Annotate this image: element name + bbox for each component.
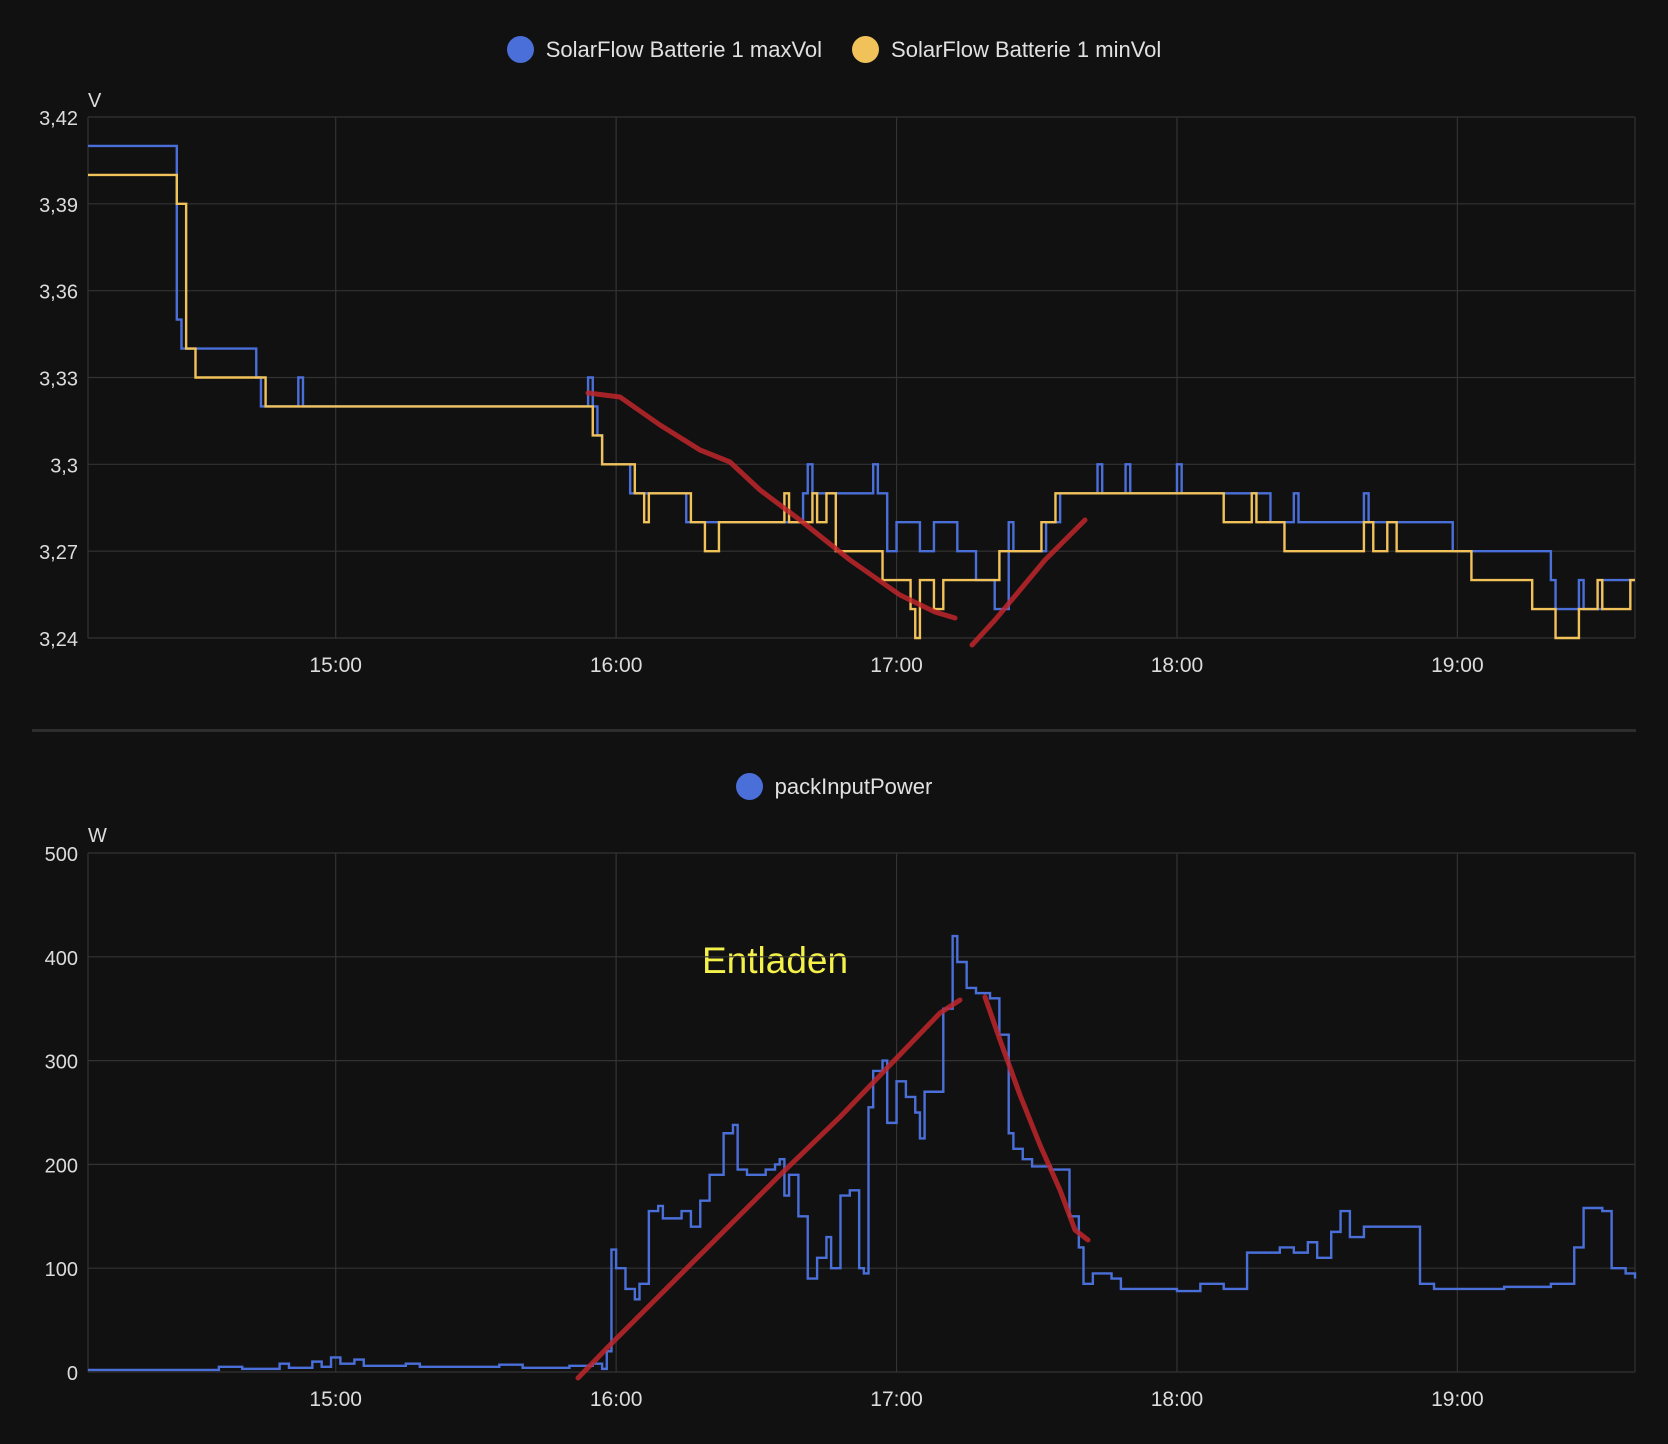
y-tick-label: 3,33 (39, 369, 78, 391)
y-tick-label: 300 (45, 1052, 78, 1074)
power-unit-label: W (88, 825, 107, 847)
x-tick-label: 17:00 (870, 1388, 923, 1411)
x-tick-label: 16:00 (590, 1388, 643, 1411)
red-marker-stroke (969, 517, 1088, 648)
voltage-unit-label: V (88, 90, 102, 112)
x-tick-label: 18:00 (1151, 1388, 1204, 1411)
legend-item-maxvol[interactable]: SolarFlow Batterie 1 maxVol (506, 36, 823, 63)
y-tick-label: 3,24 (39, 629, 78, 651)
annotation-entladen: Entladen (702, 940, 849, 981)
y-tick-label: 400 (45, 948, 78, 970)
y-tick-label: 3,36 (39, 282, 78, 304)
legend-dot-packinputpower-icon (735, 773, 763, 800)
x-tick-label: 15:00 (309, 1388, 362, 1411)
x-tick-label: 15:00 (309, 654, 362, 677)
legend-label-maxvol: SolarFlow Batterie 1 maxVol (545, 36, 823, 62)
red-marker-stroke (982, 994, 1091, 1243)
x-tick-label: 17:00 (870, 654, 923, 677)
legend-dot-minvol-icon (852, 36, 880, 63)
legend-label-packinputpower: packInputPower (774, 773, 933, 799)
power-chart: packInputPower W Entladen 0 100 200 300 400 5… (0, 735, 1668, 1444)
voltage-legend: SolarFlow Batterie 1 maxVol SolarFlow Ba… (0, 36, 1668, 63)
y-tick-label: 200 (45, 1155, 78, 1177)
legend-label-minvol: SolarFlow Batterie 1 minVol (891, 36, 1162, 62)
legend-item-minvol[interactable]: SolarFlow Batterie 1 minVol (852, 36, 1161, 63)
y-tick-label: 3,42 (39, 108, 78, 130)
y-tick-label: 0 (67, 1363, 78, 1385)
series-line-packinputpower[interactable] (88, 934, 1637, 1372)
power-legend: packInputPower (0, 773, 1668, 800)
red-marker-stroke (585, 390, 958, 621)
y-tick-label: 100 (45, 1259, 78, 1281)
x-tick-label: 18:00 (1151, 654, 1204, 677)
red-marker-stroke (575, 997, 963, 1381)
series-line-solarflow-batterie-1-minvol[interactable] (88, 173, 1635, 640)
y-tick-label: 500 (45, 844, 78, 866)
legend-dot-maxvol-icon (506, 36, 534, 63)
chart-divider (32, 729, 1636, 732)
power-plot: 0 100 200 300 400 500 15:00 16:00 17:00 18:00 19:0… (45, 844, 1637, 1411)
voltage-chart: SolarFlow Batterie 1 maxVol SolarFlow Ba… (0, 0, 1668, 720)
legend-item-packinputpower[interactable]: packInputPower (735, 773, 933, 800)
y-tick-label: 3,39 (39, 195, 78, 217)
x-tick-label: 16:00 (590, 654, 643, 677)
y-tick-label: 3,27 (39, 542, 78, 564)
voltage-plot: 3,24 3,27 3,3 3,33 3,36 3,39 3,42 15:00 16:00 17:… (39, 108, 1636, 677)
x-tick-label: 19:00 (1431, 1388, 1484, 1411)
y-tick-label: 3,3 (50, 455, 78, 477)
x-tick-label: 19:00 (1431, 654, 1484, 677)
